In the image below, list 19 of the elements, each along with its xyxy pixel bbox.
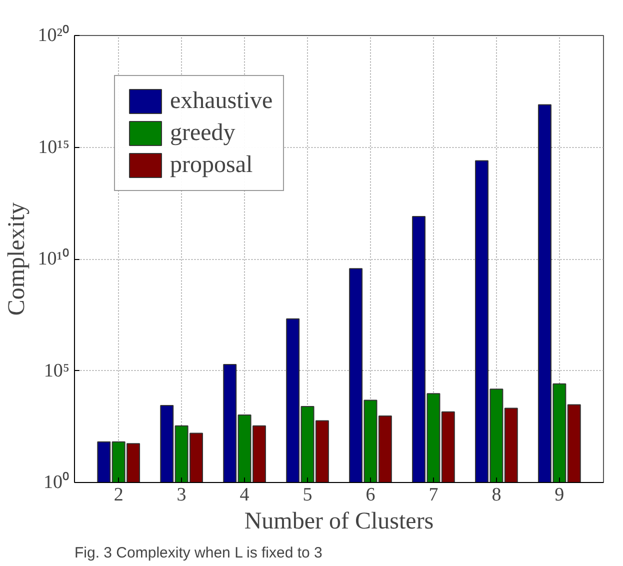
- y-tick-label: 10⁵: [44, 360, 70, 382]
- y-axis-title: Complexity: [4, 202, 30, 316]
- y-tick-label: 10²⁰: [38, 24, 70, 46]
- y-tick-label: 10¹⁵: [38, 136, 70, 158]
- x-axis-title: Number of Clusters: [244, 508, 434, 534]
- x-tick-label: 2: [114, 484, 124, 506]
- y-tick-label: 10¹⁰: [38, 248, 70, 270]
- x-tick-label: 6: [366, 484, 376, 506]
- x-tick-label: 9: [554, 484, 564, 506]
- legend-label: greedy: [170, 120, 236, 146]
- legend-label: proposal: [170, 152, 253, 178]
- x-tick-label: 3: [176, 484, 186, 506]
- legend-label: exhaustive: [170, 88, 273, 114]
- y-tick-label: 10⁰: [44, 471, 70, 493]
- x-tick-label: 4: [240, 484, 250, 506]
- x-tick-label: 8: [492, 484, 502, 506]
- x-tick-label: 5: [302, 484, 312, 506]
- x-tick-label: 7: [428, 484, 438, 506]
- caption: Fig. 3 Complexity when L is fixed to 3: [74, 544, 322, 562]
